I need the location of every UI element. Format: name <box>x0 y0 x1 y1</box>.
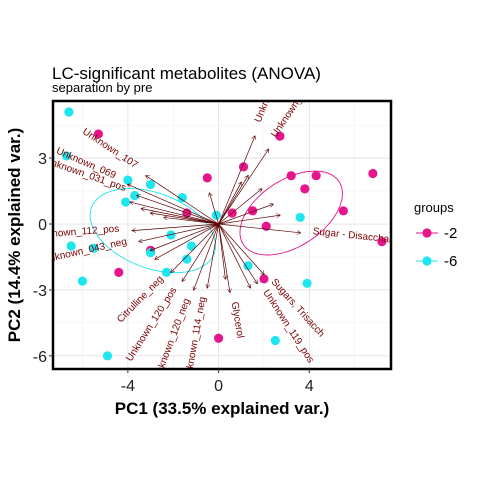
loading-arrow <box>141 209 219 225</box>
y-tick-label: 0 <box>38 217 47 234</box>
loading-arrow <box>151 223 219 250</box>
loading-arrow <box>218 223 226 279</box>
legend: groups -2 -6 <box>414 200 457 270</box>
data-point <box>182 254 192 264</box>
y-axis-ticks: -6 -3 0 3 <box>33 151 53 366</box>
data-point <box>275 131 285 141</box>
legend-key-point <box>422 256 432 266</box>
data-point <box>368 168 378 179</box>
data-point <box>161 267 172 277</box>
legend-key-point <box>422 228 432 238</box>
chart-title: LC-significant metabolites (ANOVA) <box>52 64 321 83</box>
data-point <box>243 261 253 271</box>
data-point <box>302 278 312 288</box>
chart-subtitle: separation by pre <box>52 80 152 95</box>
plot-panel <box>53 101 391 369</box>
data-point <box>186 241 196 251</box>
loading-arrow <box>218 223 264 275</box>
loading-arrow <box>182 223 219 281</box>
loading-arrow <box>218 176 248 225</box>
data-point <box>93 129 103 139</box>
loading-arrow <box>155 223 219 259</box>
legend-title: groups <box>414 200 454 215</box>
plot-border <box>51 99 393 371</box>
data-point <box>123 175 133 185</box>
legend-label: -2 <box>444 225 457 242</box>
data-point <box>166 230 176 240</box>
loading-arrow <box>218 149 269 225</box>
loading-arrow <box>218 223 230 292</box>
loading-arrow <box>139 223 219 242</box>
x-axis-title: PC1 (33.5% explained var.) <box>115 399 330 418</box>
x-tick-label: 4 <box>305 378 314 395</box>
loading-arrow <box>137 195 219 225</box>
loading-arrow <box>128 184 219 225</box>
loading-arrow <box>130 202 219 225</box>
loading-arrow <box>218 223 301 233</box>
data-point <box>177 193 187 203</box>
data-point <box>295 212 305 223</box>
loading-arrow <box>146 176 219 225</box>
data-point <box>64 107 74 117</box>
loading-arrow <box>210 193 219 225</box>
legend-label: -6 <box>444 253 457 270</box>
loading-arrow <box>218 182 242 225</box>
data-point <box>114 267 124 277</box>
data-point <box>286 171 296 181</box>
data-point <box>202 173 212 183</box>
data-point <box>102 351 113 361</box>
loading-arrow <box>218 223 251 288</box>
loading-arrow <box>171 223 219 272</box>
loading-arrow <box>218 189 262 225</box>
data-point <box>311 171 321 181</box>
data-point <box>261 221 271 231</box>
x-axis-ticks: -4 0 4 <box>121 369 314 395</box>
x-tick-label: 0 <box>214 378 223 395</box>
y-tick-label: -3 <box>33 283 47 300</box>
y-tick-label: -6 <box>33 349 47 366</box>
loading-arrow <box>164 217 219 225</box>
y-tick-label: 3 <box>38 151 47 168</box>
data-point <box>300 184 310 194</box>
data-point <box>62 151 72 161</box>
data-point <box>145 179 156 190</box>
loading-arrows <box>128 136 300 292</box>
group-ellipse <box>239 170 343 256</box>
y-axis-title: PC2 (14.4% explained var.) <box>5 128 24 343</box>
loading-arrow <box>218 223 258 283</box>
x-tick-label: -4 <box>121 378 135 395</box>
data-point <box>120 197 131 207</box>
loading-arrow <box>218 215 280 225</box>
loading-arrow <box>132 223 219 231</box>
data-point <box>77 276 88 286</box>
data-point <box>248 206 258 216</box>
data-point <box>270 335 280 346</box>
loading-arrow <box>194 223 219 290</box>
data-point <box>66 241 76 251</box>
data-point <box>213 333 224 343</box>
loading-arrow <box>218 136 255 225</box>
grid-lines <box>53 101 391 369</box>
loading-arrow <box>218 204 273 225</box>
data-point <box>89 243 99 253</box>
data-point <box>259 274 269 284</box>
loading-arrow <box>151 213 219 225</box>
data-point <box>338 206 348 216</box>
loading-arrow <box>207 223 219 288</box>
data-point <box>377 236 387 247</box>
